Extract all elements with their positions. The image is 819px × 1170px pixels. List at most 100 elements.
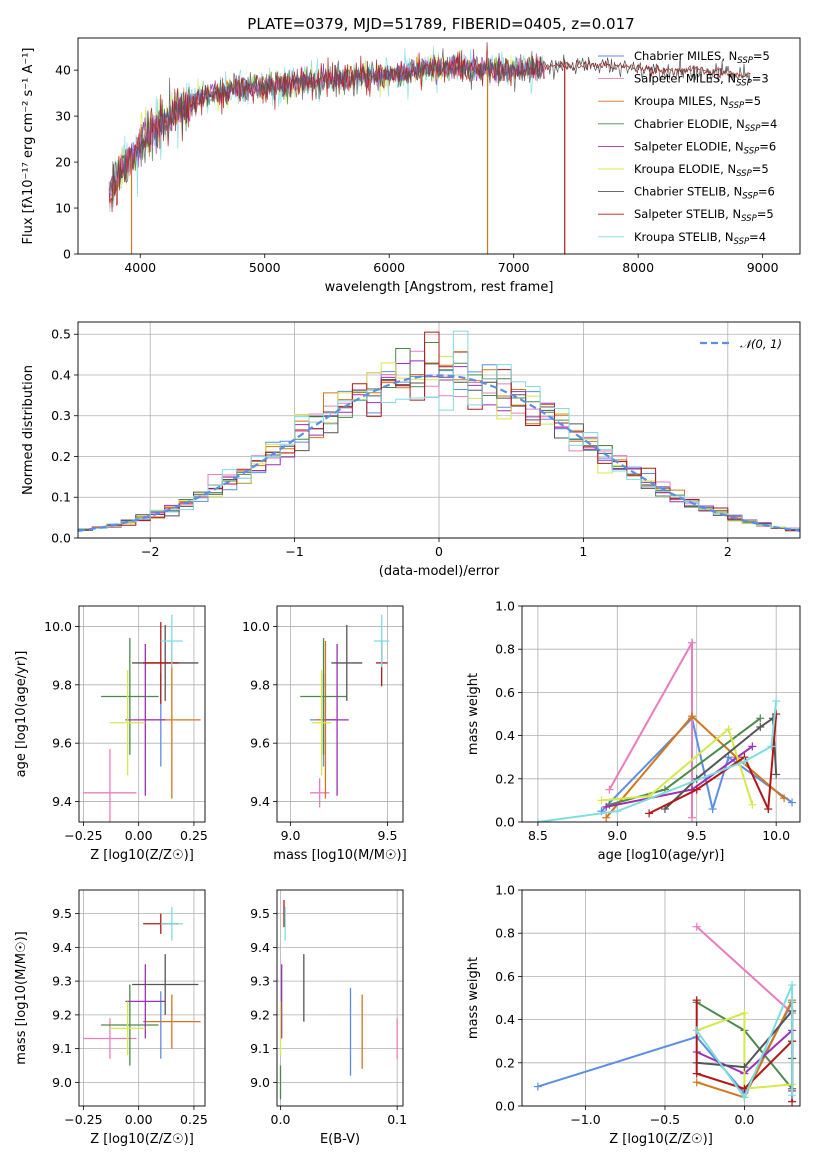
x-tick-label: −0.5 bbox=[650, 1112, 680, 1127]
x-tick-label: −0.25 bbox=[64, 828, 102, 843]
x-tick-label: 8000 bbox=[622, 260, 654, 275]
weight-marker bbox=[692, 1078, 701, 1087]
x-tick-label: 1 bbox=[579, 544, 587, 559]
errorbar-point bbox=[125, 643, 166, 796]
x-tick-label: 0.1 bbox=[387, 1112, 407, 1127]
errorbar-point bbox=[109, 670, 146, 776]
errorbar-point bbox=[143, 994, 201, 1049]
x-tick-label: 7000 bbox=[498, 260, 530, 275]
errorbar-point bbox=[331, 624, 363, 701]
errorbar-point bbox=[132, 954, 199, 1015]
y-tick-label: 9.0 bbox=[52, 1075, 72, 1090]
plot-area-spectrum bbox=[108, 42, 751, 254]
y-tick-label: 0.4 bbox=[51, 367, 71, 382]
weight-series-line bbox=[605, 714, 785, 819]
x-axis-label: Z [log10(Z/Z☉)] bbox=[90, 1132, 194, 1147]
y-tick-label: 9.8 bbox=[250, 677, 270, 692]
weight-marker bbox=[724, 753, 733, 762]
errorbar-point bbox=[83, 1018, 137, 1059]
x-tick-label: 0.0 bbox=[734, 1112, 754, 1127]
weight-marker bbox=[767, 742, 776, 751]
plot-area-residuals bbox=[78, 330, 800, 532]
panel-mass-vs-ebv: 0.0 0.1 9.0 9.1 9.2 9.3 9.4 9.5 E(B-V) bbox=[250, 889, 407, 1147]
weight-marker bbox=[687, 712, 696, 721]
plot-area-weight-vs-z bbox=[533, 922, 797, 1106]
weight-marker bbox=[756, 722, 765, 731]
y-tick-label: 10.0 bbox=[44, 619, 72, 634]
weight-marker bbox=[740, 1063, 749, 1072]
y-tick-label: 9.2 bbox=[52, 1007, 72, 1022]
y-tick-label: 0.0 bbox=[51, 531, 71, 546]
y-tick-label: 0.2 bbox=[495, 1055, 515, 1070]
y-tick-label: 9.1 bbox=[52, 1041, 72, 1056]
x-tick-label: 6000 bbox=[373, 260, 405, 275]
spectrum-line bbox=[544, 59, 751, 79]
y-tick-label: 0.4 bbox=[495, 1012, 515, 1027]
x-tick-label: 0.00 bbox=[125, 1112, 153, 1127]
weight-marker bbox=[724, 725, 733, 734]
x-axis-label: E(B-V) bbox=[320, 1132, 360, 1147]
legend-entry: Chabrier MILES, NSSP=5 bbox=[634, 49, 770, 66]
figure-title: PLATE=0379, MJD=51789, FIBERID=0405, z=0… bbox=[247, 15, 634, 33]
axes-frame bbox=[77, 321, 801, 539]
normal-reference-curve bbox=[78, 374, 800, 532]
panel-age-vs-z: −0.25 0.00 0.25 9.4 9.6 9.8 10.0 Z [log10(Z/Z☉)… bbox=[14, 605, 208, 863]
axes-frame bbox=[276, 889, 404, 1107]
y-tick-label: 20 bbox=[55, 155, 71, 170]
spectrum-legend: Chabrier MILES, NSSP=5 Salpeter MILES, NS… bbox=[598, 49, 777, 247]
plot-area-mass-vs-ebv bbox=[279, 900, 398, 1100]
weight-marker bbox=[533, 1082, 542, 1091]
errorbar-point bbox=[101, 638, 159, 755]
y-tick-label: 0.8 bbox=[495, 642, 515, 657]
y-axis-label: Normed distribution bbox=[21, 365, 36, 495]
errorbar-point bbox=[101, 984, 159, 1066]
axes-frame bbox=[521, 889, 801, 1107]
x-tick-label: −1.0 bbox=[570, 1112, 600, 1127]
y-tick-label: 10.0 bbox=[242, 619, 270, 634]
y-axis-label: mass [log10(M/M☉)] bbox=[14, 931, 29, 1064]
y-tick-label: 9.2 bbox=[250, 1007, 270, 1022]
errorbar-point bbox=[309, 778, 330, 808]
y-tick-label: 0.6 bbox=[495, 685, 515, 700]
axes-frame bbox=[276, 605, 404, 823]
weight-marker bbox=[764, 805, 773, 814]
y-tick-label: 9.1 bbox=[250, 1041, 270, 1056]
y-tick-label: 1.0 bbox=[495, 599, 515, 614]
errorbar-point bbox=[373, 614, 390, 668]
panel-spectrum: 4000 5000 6000 7000 8000 9000 0 10 20 30 40 wavelen… bbox=[21, 37, 801, 295]
weight-marker bbox=[772, 710, 781, 718]
y-tick-label: 0.2 bbox=[51, 449, 71, 464]
weight-marker bbox=[687, 813, 696, 822]
weight-marker bbox=[692, 1069, 701, 1078]
panel-age-vs-mass: 9.0 9.5 9.4 9.6 9.8 10.0 mass [log10(M/M☉)] bbox=[242, 605, 407, 863]
weight-marker bbox=[602, 813, 611, 822]
weight-marker bbox=[740, 1093, 749, 1102]
x-tick-label: 9.5 bbox=[687, 828, 707, 843]
y-tick-label: 9.4 bbox=[250, 794, 270, 809]
y-tick-label: 0.4 bbox=[495, 728, 515, 743]
errorbar-point bbox=[125, 964, 166, 1039]
y-tick-label: 9.6 bbox=[250, 736, 270, 751]
histogram-series bbox=[78, 330, 800, 530]
x-tick-label: 0 bbox=[435, 544, 443, 559]
y-tick-label: 40 bbox=[55, 63, 71, 78]
x-tick-label: 10.0 bbox=[762, 828, 790, 843]
weight-marker bbox=[692, 785, 701, 794]
x-tick-label: 0.25 bbox=[180, 828, 208, 843]
weight-series-line bbox=[696, 1011, 793, 1090]
y-tick-label: 0 bbox=[63, 247, 71, 262]
y-tick-label: 0.3 bbox=[51, 408, 71, 423]
legend-entry: Kroupa STELIB, NSSP=4 bbox=[634, 230, 766, 247]
plot-area-age-vs-mass bbox=[300, 614, 390, 808]
errorbar-point bbox=[311, 670, 332, 776]
x-tick-label: 0.0 bbox=[271, 1112, 291, 1127]
histogram-series bbox=[78, 350, 800, 530]
weight-marker bbox=[692, 1026, 701, 1035]
y-tick-label: 30 bbox=[55, 109, 71, 124]
weight-marker bbox=[788, 981, 797, 990]
x-axis-label: Z [log10(Z/Z☉)] bbox=[90, 848, 194, 863]
panel-weight-vs-z: −1.0 −0.5 0.0 0.0 0.2 0.4 0.6 0.8 1.0 Z [log10(Z/… bbox=[466, 883, 801, 1147]
y-tick-label: 9.4 bbox=[52, 794, 72, 809]
y-tick-label: 1.0 bbox=[495, 883, 515, 898]
